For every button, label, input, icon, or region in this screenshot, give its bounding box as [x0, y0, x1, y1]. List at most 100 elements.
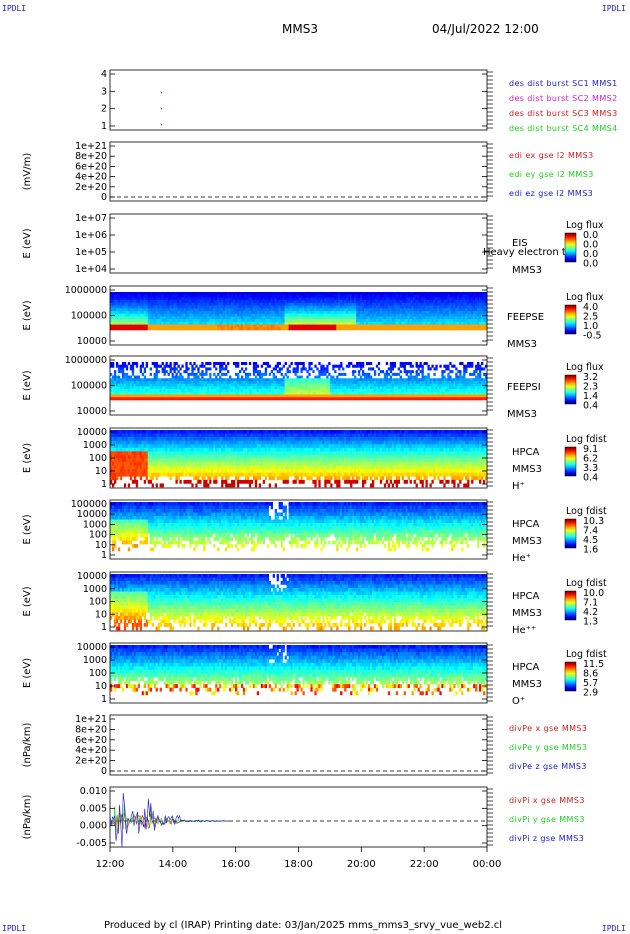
spectrogram-cell [207, 383, 210, 387]
spectrogram-cell [292, 444, 295, 449]
spectrogram-cell [318, 389, 321, 393]
spectrogram-cell [262, 300, 266, 304]
spectrogram-cell [117, 381, 121, 385]
spectrogram-cell [415, 372, 418, 376]
spectrogram-cell [306, 305, 309, 309]
spectrogram-cell [350, 302, 353, 306]
spectrogram-cell [242, 389, 246, 393]
spectrogram-cell [139, 367, 143, 371]
spectrogram-cell [399, 437, 402, 441]
spectrogram-cell [383, 391, 387, 395]
spectrogram-cell [246, 433, 250, 438]
y-tick-label: 1e+05 [75, 247, 107, 258]
spectrogram-cell [151, 313, 154, 317]
spectrogram-cell [262, 381, 266, 385]
spectrogram-cell [387, 292, 391, 296]
spectrogram-cell [455, 300, 458, 304]
spectrogram-cell [421, 370, 424, 374]
spectrogram-cell [292, 381, 295, 385]
spectrogram-cell [385, 375, 389, 379]
spectrogram-cell [173, 367, 176, 371]
spectrogram-cell [238, 300, 242, 304]
spectrogram-cell [427, 433, 430, 438]
spectrogram-cell [393, 389, 397, 393]
spectrogram-cell [403, 433, 406, 438]
spectrogram-cell [123, 305, 127, 309]
spectrogram-cell [205, 372, 208, 376]
spectrogram-cell [260, 324, 264, 328]
spectrogram-cell [419, 321, 422, 325]
spectrogram-cell [207, 378, 210, 382]
spectrogram-cell [231, 430, 234, 434]
spectrogram-cell [324, 319, 327, 323]
spectrogram-cell [290, 292, 293, 296]
spectrogram-cell [117, 300, 121, 304]
spectrogram-cell [379, 294, 383, 298]
spectrogram-cell [365, 321, 369, 325]
spectrogram-cell [371, 386, 375, 390]
spectrogram-cell [191, 370, 194, 374]
spectrogram-cell [270, 433, 274, 438]
spectrogram-cell [153, 389, 156, 393]
spectrogram-cell [328, 430, 331, 434]
spectrogram-cell [369, 308, 373, 312]
spectrogram-cell [137, 433, 141, 438]
spectrogram-cell [403, 311, 406, 315]
spectrogram-cell [227, 311, 230, 315]
spectrogram-cell [326, 389, 329, 393]
spectrogram-cell [387, 381, 391, 385]
spectrogram-cell [479, 292, 482, 296]
spectrogram-cell [369, 386, 373, 390]
spectrogram-cell [284, 372, 287, 376]
spectrogram-cell [256, 324, 260, 328]
spectrogram-cell [399, 389, 402, 393]
spectrogram-cell [385, 319, 389, 323]
spectrogram-cell [221, 292, 224, 296]
spectrogram-cell [268, 378, 272, 382]
spectrogram-cell [155, 308, 158, 312]
spectrogram-cell [457, 389, 460, 393]
spectrogram-cell [459, 300, 462, 304]
spectrogram-cell [308, 297, 311, 301]
spectrogram-cell [312, 305, 315, 309]
spectrogram-cell [248, 440, 252, 445]
spectrogram-cell [193, 440, 196, 445]
spectrogram-cell [189, 311, 194, 315]
spectrogram-cell [294, 440, 297, 445]
spectrogram-cell [117, 292, 121, 296]
spectrogram-cell [280, 292, 283, 296]
spectrogram-cell [326, 364, 329, 368]
spectrogram-cell [397, 294, 400, 298]
spectrogram-cell [238, 297, 242, 301]
spectrogram-cell [298, 430, 301, 434]
spectrogram-cell [270, 430, 274, 434]
spectrogram-cell [121, 319, 125, 323]
spectrogram-cell [151, 300, 154, 304]
spectrogram-cell [264, 302, 268, 306]
spectrogram-cell [427, 364, 430, 368]
spectrogram-cell [149, 308, 152, 312]
spectrogram-cell [463, 391, 466, 395]
spectrogram-cell [286, 389, 289, 393]
spectrogram-cell [431, 389, 434, 393]
spectrogram-cell [389, 391, 393, 395]
spectrogram-cell [141, 316, 145, 320]
spectrogram-cell [292, 302, 295, 306]
spectrogram-cell [459, 433, 464, 438]
spectrogram-cell [185, 444, 188, 449]
spectrogram-cell [411, 311, 414, 315]
spectrogram-cell [377, 313, 383, 317]
spectrogram-cell [379, 440, 383, 445]
spectrogram-cell [304, 305, 307, 309]
spectrogram-cell [246, 372, 250, 376]
spectrogram-cell [121, 370, 125, 374]
spectrogram-cell [338, 378, 341, 382]
spectrogram-cell [233, 383, 236, 387]
spectrogram-cell [129, 430, 133, 434]
spectrogram-cell [274, 383, 277, 387]
spectrogram-cell [348, 362, 351, 366]
spectrogram-cell [352, 389, 355, 393]
spectrogram-cell [469, 305, 472, 309]
spectrogram-cell [411, 297, 414, 301]
